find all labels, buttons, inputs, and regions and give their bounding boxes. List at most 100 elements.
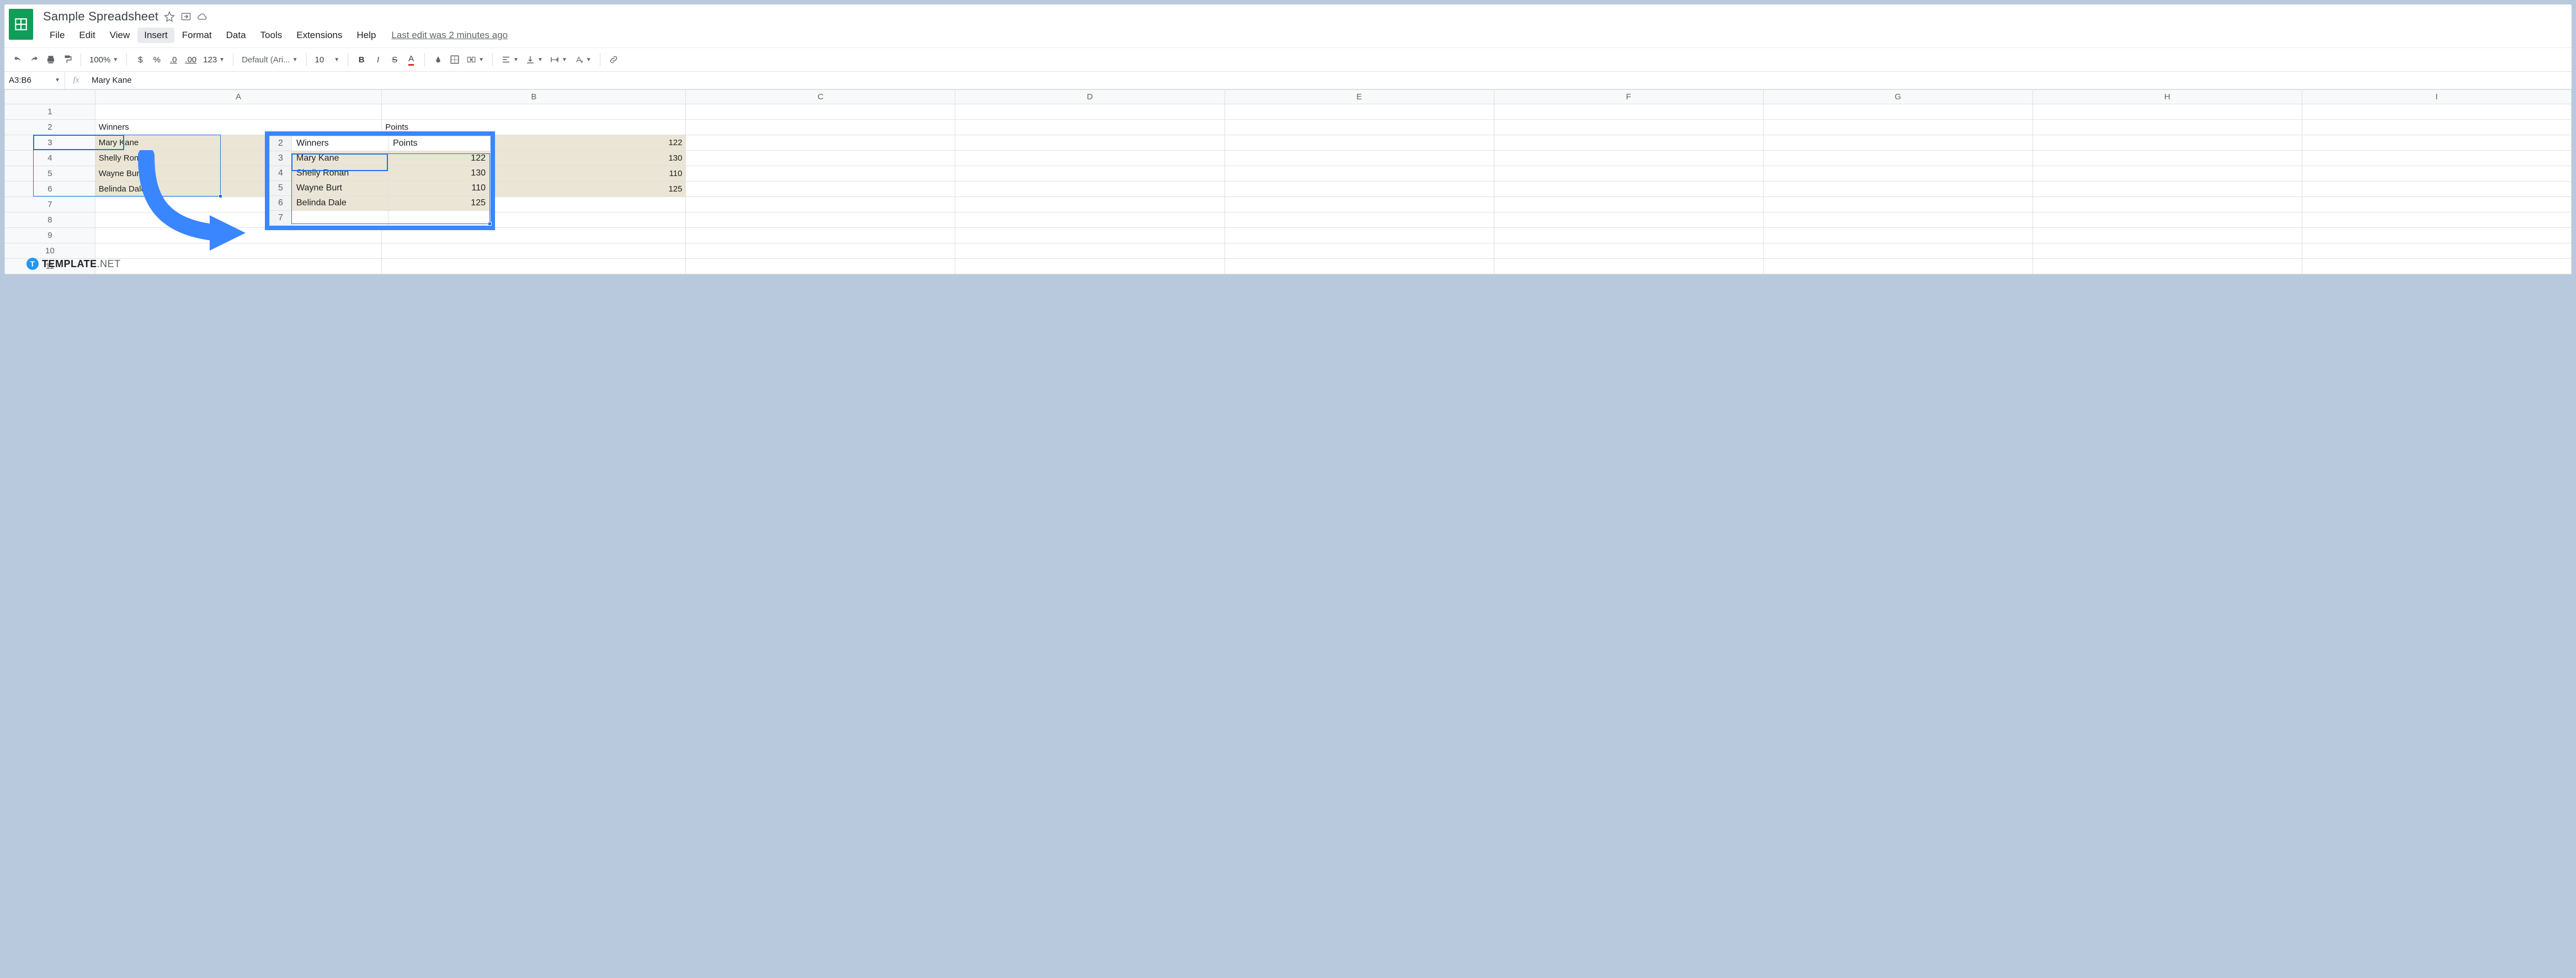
cell-G6[interactable] [1763,182,2032,197]
cell-A1[interactable] [95,104,382,120]
cell-C2[interactable] [686,120,955,135]
cell-H3[interactable] [2032,135,2302,151]
cloud-status-icon[interactable] [197,11,208,22]
cell-F8[interactable] [1494,212,1763,228]
font-size-dropdown[interactable]: 10▼ [312,51,343,68]
column-header-C[interactable]: C [686,90,955,104]
cell-G5[interactable] [1763,166,2032,182]
cell-I9[interactable] [2302,228,2571,243]
cell-C9[interactable] [686,228,955,243]
cell-G4[interactable] [1763,151,2032,166]
column-header-H[interactable]: H [2032,90,2302,104]
zoom-dropdown[interactable]: 100%▼ [87,51,121,68]
star-icon[interactable] [164,11,175,22]
last-edit-link[interactable]: Last edit was 2 minutes ago [391,28,508,43]
cell-H5[interactable] [2032,166,2302,182]
cell-E1[interactable] [1225,104,1494,120]
cell-H4[interactable] [2032,151,2302,166]
text-color-button[interactable]: A [403,51,419,68]
row-header-7[interactable]: 7 [5,197,95,212]
row-header-4[interactable]: 4 [5,151,95,166]
cell-D4[interactable] [955,151,1225,166]
cell-I3[interactable] [2302,135,2571,151]
cell-D11[interactable] [955,259,1225,274]
cell-F5[interactable] [1494,166,1763,182]
cell-D2[interactable] [955,120,1225,135]
cell-G1[interactable] [1763,104,2032,120]
percent-button[interactable]: % [149,51,164,68]
cell-G7[interactable] [1763,197,2032,212]
paint-format-button[interactable] [60,51,75,68]
menu-data[interactable]: Data [220,28,253,43]
cell-C3[interactable] [686,135,955,151]
cell-I7[interactable] [2302,197,2571,212]
cell-H10[interactable] [2032,243,2302,259]
menu-view[interactable]: View [103,28,137,43]
cell-F4[interactable] [1494,151,1763,166]
column-header-E[interactable]: E [1225,90,1494,104]
cell-G2[interactable] [1763,120,2032,135]
cell-H1[interactable] [2032,104,2302,120]
cell-F9[interactable] [1494,228,1763,243]
cell-E4[interactable] [1225,151,1494,166]
cell-I1[interactable] [2302,104,2571,120]
column-header-F[interactable]: F [1494,90,1763,104]
menu-tools[interactable]: Tools [254,28,289,43]
fill-color-button[interactable] [430,51,446,68]
spreadsheet-grid[interactable]: ABCDEFGHI12WinnersPoints3Mary Kane1224Sh… [4,89,2572,274]
font-dropdown[interactable]: Default (Ari...▼ [239,51,300,68]
cell-I11[interactable] [2302,259,2571,274]
cell-C6[interactable] [686,182,955,197]
decrease-decimals-button[interactable]: .0 [166,51,181,68]
undo-button[interactable] [10,51,25,68]
column-header-I[interactable]: I [2302,90,2571,104]
row-header-6[interactable]: 6 [5,182,95,197]
document-title[interactable]: Sample Spreadsheet [43,9,158,24]
cell-F3[interactable] [1494,135,1763,151]
redo-button[interactable] [26,51,42,68]
cell-E10[interactable] [1225,243,1494,259]
bold-button[interactable]: B [354,51,369,68]
cell-B1[interactable] [382,104,686,120]
cell-F6[interactable] [1494,182,1763,197]
column-header-G[interactable]: G [1763,90,2032,104]
cell-F2[interactable] [1494,120,1763,135]
cell-G3[interactable] [1763,135,2032,151]
menu-insert[interactable]: Insert [137,28,174,43]
cell-G9[interactable] [1763,228,2032,243]
cell-E6[interactable] [1225,182,1494,197]
cell-E9[interactable] [1225,228,1494,243]
cell-H9[interactable] [2032,228,2302,243]
cell-D9[interactable] [955,228,1225,243]
cell-E5[interactable] [1225,166,1494,182]
menu-extensions[interactable]: Extensions [290,28,349,43]
cell-H7[interactable] [2032,197,2302,212]
row-header-10[interactable]: 10 [5,243,95,259]
cell-C7[interactable] [686,197,955,212]
cell-E7[interactable] [1225,197,1494,212]
column-header-D[interactable]: D [955,90,1225,104]
cell-F10[interactable] [1494,243,1763,259]
strikethrough-button[interactable]: S [387,51,402,68]
merge-cells-dropdown[interactable]: ▼ [464,51,487,68]
print-button[interactable] [43,51,58,68]
cell-D3[interactable] [955,135,1225,151]
cell-D10[interactable] [955,243,1225,259]
cell-F1[interactable] [1494,104,1763,120]
cell-C8[interactable] [686,212,955,228]
cell-E3[interactable] [1225,135,1494,151]
cell-D6[interactable] [955,182,1225,197]
menu-edit[interactable]: Edit [72,28,102,43]
name-box[interactable]: A3:B6 ▼ [4,72,65,89]
row-header-2[interactable]: 2 [5,120,95,135]
sheets-app-icon[interactable] [9,9,33,40]
cell-C5[interactable] [686,166,955,182]
row-header-1[interactable]: 1 [5,104,95,120]
menu-help[interactable]: Help [350,28,382,43]
cell-I2[interactable] [2302,120,2571,135]
borders-button[interactable] [447,51,462,68]
cell-C10[interactable] [686,243,955,259]
move-icon[interactable] [180,11,191,22]
cell-C1[interactable] [686,104,955,120]
cell-D5[interactable] [955,166,1225,182]
